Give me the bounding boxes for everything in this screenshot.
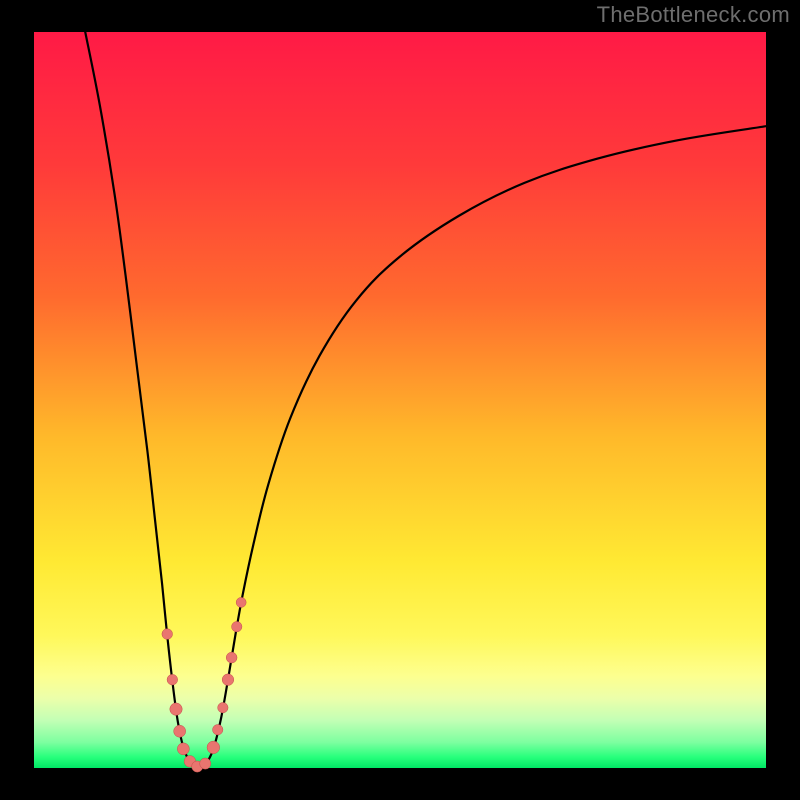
watermark-text: TheBottleneck.com (597, 2, 790, 28)
valley-marker (200, 758, 211, 769)
valley-marker (174, 725, 186, 737)
chart-stage: TheBottleneck.com (0, 0, 800, 800)
valley-marker (236, 597, 246, 607)
valley-marker (226, 652, 237, 663)
plot-background (34, 32, 766, 768)
valley-marker (177, 743, 189, 755)
valley-marker (232, 621, 242, 631)
valley-marker (162, 629, 173, 640)
valley-marker (167, 674, 178, 685)
valley-marker (170, 703, 182, 715)
valley-marker (207, 741, 220, 754)
valley-marker (222, 674, 234, 686)
bottleneck-chart-svg (0, 0, 800, 800)
valley-marker (218, 702, 228, 712)
valley-marker (213, 725, 223, 735)
